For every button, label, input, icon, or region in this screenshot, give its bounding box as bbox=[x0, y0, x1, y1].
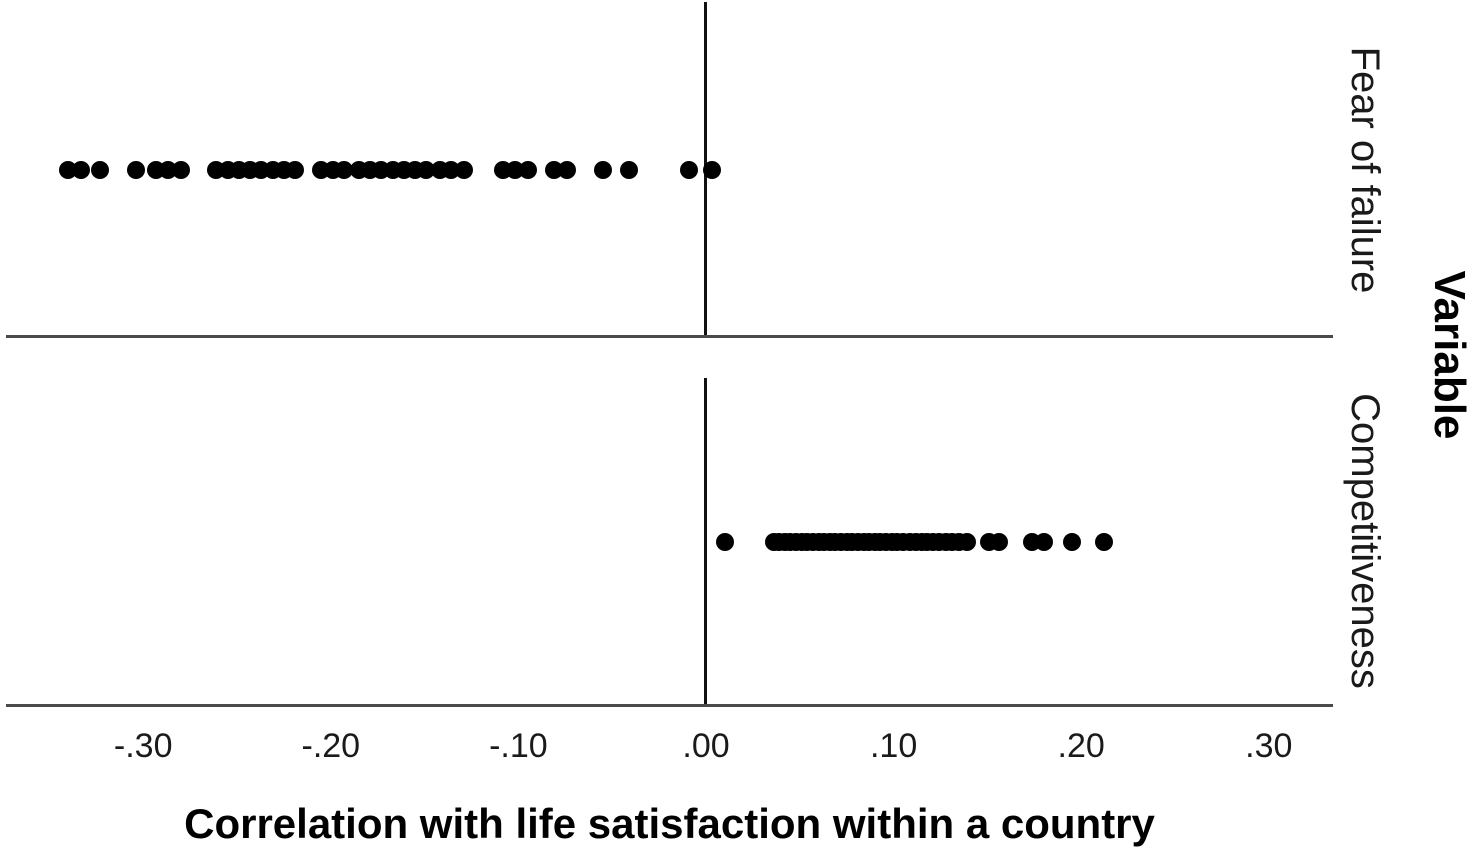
data-dot bbox=[702, 161, 721, 179]
data-dot bbox=[593, 161, 612, 179]
data-dot bbox=[989, 533, 1008, 551]
x-tick-label: .20 bbox=[1057, 727, 1105, 765]
data-dot bbox=[286, 161, 305, 179]
x-axis-title: Correlation with life satisfaction withi… bbox=[184, 800, 1155, 847]
panel-label-competitiveness: Competitiveness bbox=[1343, 393, 1387, 689]
data-dot bbox=[680, 161, 699, 179]
x-tick-label: .10 bbox=[869, 727, 918, 765]
data-dot bbox=[1034, 533, 1053, 551]
data-dot bbox=[72, 161, 91, 179]
data-dot bbox=[1062, 533, 1081, 551]
y-axis-title: Variable bbox=[1425, 270, 1474, 440]
x-tick-label: -.30 bbox=[113, 727, 173, 765]
data-dot bbox=[715, 533, 734, 551]
data-dot bbox=[1094, 533, 1113, 551]
data-dot bbox=[620, 161, 639, 179]
x-axis-line bbox=[6, 704, 1333, 707]
panel-divider-line bbox=[6, 335, 1333, 338]
x-tick-label: .00 bbox=[682, 727, 730, 765]
data-dot bbox=[91, 161, 110, 179]
data-dot bbox=[171, 161, 190, 179]
zero-reference-line-bottom-panel bbox=[704, 378, 707, 704]
data-dot bbox=[334, 161, 353, 179]
panel-label-fear-of-failure: Fear of failure bbox=[1343, 46, 1387, 294]
x-tick-label: -.20 bbox=[301, 727, 361, 765]
data-dot bbox=[518, 161, 537, 179]
data-dot bbox=[558, 161, 577, 179]
data-dot bbox=[957, 533, 976, 551]
x-tick-label: .30 bbox=[1245, 727, 1293, 765]
data-dot bbox=[126, 161, 145, 179]
x-tick-label: -.10 bbox=[489, 727, 548, 765]
data-dot bbox=[454, 161, 473, 179]
